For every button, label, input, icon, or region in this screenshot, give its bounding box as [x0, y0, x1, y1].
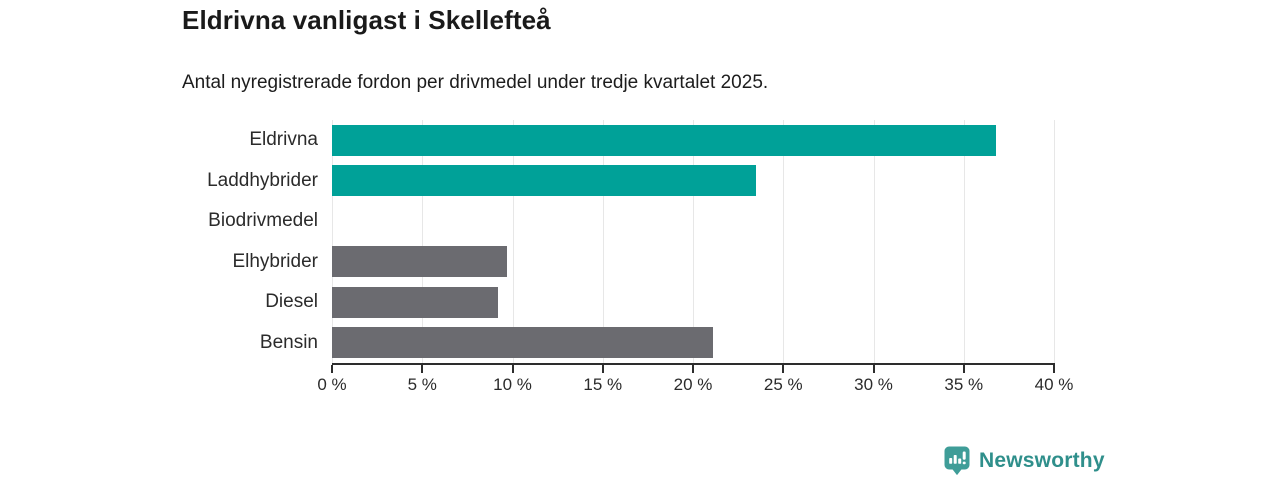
gridline — [332, 120, 333, 363]
plot-area — [332, 120, 1055, 363]
tick-mark — [782, 365, 785, 373]
tick-label: 35 % — [944, 375, 984, 394]
tick-mark — [872, 365, 875, 373]
tick-mark — [1053, 365, 1055, 373]
tick-label: 0 % — [317, 375, 347, 394]
gridline — [783, 120, 785, 363]
y-axis-labels: Eldrivna Laddhybrider Biodrivmedel Elhybrid… — [0, 120, 318, 363]
newsworthy-logo-icon — [944, 446, 970, 476]
category-label: Biodrivmedel — [208, 210, 318, 231]
tick-label: 30 % — [854, 375, 893, 394]
category-label: Eldrivna — [249, 129, 318, 150]
category-label: Laddhybrider — [207, 169, 318, 191]
tick-mark — [601, 365, 604, 373]
gridline — [693, 120, 694, 363]
bar — [332, 124, 997, 156]
tick-label: 40 % — [1034, 375, 1074, 394]
bar — [332, 165, 757, 197]
category-label: Diesel — [265, 291, 318, 312]
newsworthy-logo: Newsworthy — [944, 446, 1105, 476]
tick-label: 10 % — [493, 375, 532, 394]
x-axis-line — [332, 363, 1055, 365]
gridline — [873, 120, 875, 363]
tick-label: 5 % — [407, 375, 437, 394]
tick-mark — [692, 365, 694, 373]
bar — [332, 286, 499, 318]
tick-mark — [962, 365, 965, 373]
chart-subtitle: Antal nyregistrerade fordon per drivmede… — [182, 72, 769, 93]
tick-label: 25 % — [763, 375, 803, 394]
bar — [332, 246, 508, 278]
gridline — [1054, 120, 1055, 363]
category-label: Bensin — [259, 331, 318, 353]
gridline — [512, 120, 514, 363]
tick-label: 15 % — [583, 375, 623, 394]
tick-label: 20 % — [673, 375, 713, 394]
gridline — [963, 120, 965, 363]
tick-mark — [331, 365, 333, 373]
gridline — [422, 120, 424, 363]
newsworthy-logo-text: Newsworthy — [979, 449, 1105, 472]
tick-mark — [421, 365, 424, 373]
x-axis: 0 % 5 % 10 % 15 % 20 % 25 % 30 % 35 % 40 % — [317, 363, 1073, 403]
tick-mark — [511, 365, 514, 373]
chart-title: Eldrivna vanligast i Skellefteå — [182, 5, 551, 35]
category-label: Elhybrider — [232, 250, 318, 272]
bar — [332, 327, 713, 359]
gridline — [602, 120, 604, 363]
